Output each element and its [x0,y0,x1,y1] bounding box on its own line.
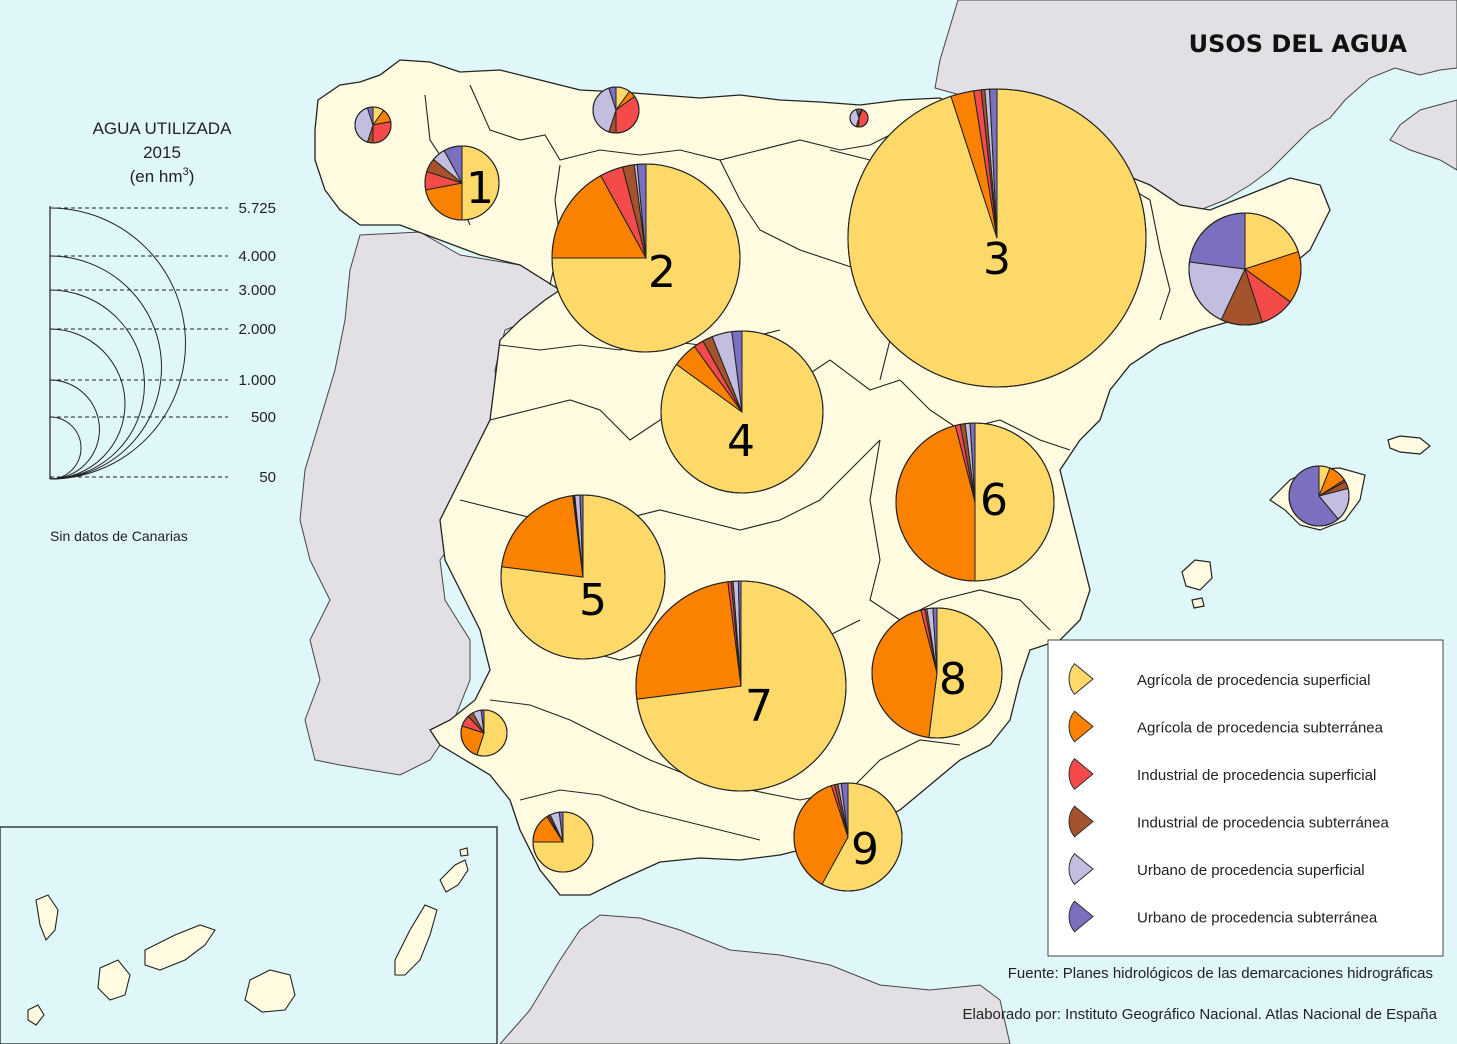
scale-ring-4 [49,328,126,480]
scale-rings: 5.725 4.000 3.000 2.000 1.000 500 50 [49,200,276,486]
legend-swatch-1 [1068,662,1094,696]
region-number-2: 2 [648,247,676,298]
scale-value-6: 500 [251,409,276,426]
legend-swatch-6 [1068,900,1094,933]
scale-value-2: 4.000 [238,248,276,265]
region-number-5: 5 [579,575,607,626]
legend-label-4: Industrial de procedencia subterránea [1137,815,1389,832]
pie-outline-med-andaluz [793,782,903,892]
scale-value-5: 1.000 [238,372,276,389]
scale-value-1: 5.725 [238,200,276,217]
pie-guadalquivir [635,580,847,792]
legend-items: Agrícola de procedencia superficial Agríc… [1068,662,1389,933]
pie-outline-catalunya [1188,212,1302,326]
pie-guadiana [500,494,666,660]
pie-outline-cantabrico-w [592,86,640,134]
credit-text: Elaborado por: Instituto Geográfico Naci… [963,1006,1438,1023]
pie-tajo [660,330,824,494]
region-number-8: 8 [939,654,967,705]
formentera [1191,597,1205,609]
pie-atl-andaluz [532,811,594,873]
legend-label-6: Urbano de procedencia subterránea [1137,910,1378,927]
pie-outline-guadiana [500,494,666,660]
scale-value-4: 2.000 [238,321,276,338]
pie-outline-tinto-odiel [460,709,508,757]
size-scale: AGUA UTILIZADA 2015 (en hm3) 5.725 4.000 3… [49,119,276,544]
legend-label-3: Industrial de procedencia superficial [1137,767,1376,784]
pie-outline-cantabrico-e [849,108,869,128]
scale-title-line1: AGUA UTILIZADA [93,119,233,138]
scale-ring-6 [49,416,82,480]
region-number-7: 7 [745,681,773,732]
legend-swatch-2 [1068,710,1094,743]
scale-note: Sin datos de Canarias [50,528,188,544]
scale-title-line2: 2015 [143,143,181,162]
map-title: USOS DEL AGUA [1189,30,1408,58]
source-text: Fuente: Planes hidrológicos de las demar… [1008,965,1433,982]
pie-med-andaluz [793,782,903,892]
pie-minho-sil [424,145,500,221]
scale-ring-1 [49,207,186,480]
pie-outline-guadalquivir [635,580,847,792]
pie-outline-duero [551,163,741,353]
pie-ebro [847,88,1147,388]
region-number-6: 6 [980,475,1008,526]
africa-land [499,914,1011,1044]
italy-land [1389,99,1457,171]
legend-label-5: Urbano de procedencia superficial [1137,862,1365,879]
pie-outline-galicia [354,106,392,144]
pie-outline-ebro [847,88,1147,388]
pie-cantabrico-w [592,86,640,134]
ibiza [1181,559,1213,591]
legend-swatch-3 [1068,757,1094,791]
pie-outline-atl-andaluz [532,811,594,873]
pie-outline-mallorca [1288,465,1350,527]
pie-mallorca [1288,465,1350,527]
region-number-4: 4 [727,416,755,467]
pie-outline-segura [871,607,1003,739]
pie-catalunya [1188,212,1302,326]
pie-segura [871,607,1003,739]
canary-islands [27,847,469,1026]
pie-duero [551,163,741,353]
scale-value-7: 50 [259,469,276,486]
legend: Agrícola de procedencia superficial Agríc… [1047,639,1444,957]
pie-cantabrico-e [849,108,869,128]
legend-swatch-5 [1068,852,1094,886]
legend-label-1: Agrícola de procedencia superficial [1137,672,1370,689]
scale-value-3: 3.000 [238,282,276,299]
pie-tinto-odiel [460,709,508,757]
scale-ring-3 [49,289,145,480]
legend-box [1047,639,1444,957]
pie-jucar [895,422,1055,582]
region-number-1: 1 [466,163,494,214]
region-number-3: 3 [983,234,1011,285]
region-numbers: 1 2 3 4 5 6 7 8 9 [466,163,1011,875]
scale-title-line3: (en hm3) [130,166,195,186]
legend-swatch-4 [1068,805,1094,838]
pie-outline-minho-sil [424,145,500,221]
pie-charts [354,86,1350,892]
scale-ring-5 [49,379,100,480]
pie-galicia [354,106,392,144]
region-number-9: 9 [851,824,879,875]
scale-ring-2 [49,255,162,480]
pie-outline-tajo [660,330,824,494]
pie-outline-jucar [895,422,1055,582]
legend-label-2: Agrícola de procedencia subterránea [1137,720,1384,737]
menorca [1387,435,1431,455]
